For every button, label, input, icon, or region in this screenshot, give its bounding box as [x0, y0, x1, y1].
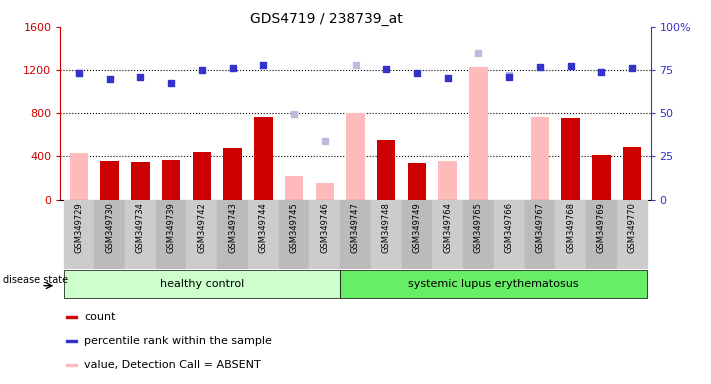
- Bar: [623, 147, 641, 200]
- Bar: [530, 116, 549, 200]
- Text: GSM349767: GSM349767: [535, 202, 545, 253]
- Bar: [66, 340, 77, 342]
- Text: GSM349749: GSM349749: [412, 202, 422, 253]
- Point: [473, 50, 484, 56]
- Point: [411, 70, 422, 76]
- Point: [289, 111, 300, 118]
- Point: [166, 79, 177, 86]
- Bar: [402, 200, 432, 269]
- Text: value, Detection Call = ABSENT: value, Detection Call = ABSENT: [84, 360, 261, 370]
- Point: [380, 66, 392, 72]
- Text: GSM349734: GSM349734: [136, 202, 145, 253]
- Point: [104, 76, 115, 82]
- Point: [503, 73, 515, 79]
- Text: percentile rank within the sample: percentile rank within the sample: [84, 336, 272, 346]
- Bar: [616, 200, 648, 269]
- Bar: [407, 163, 426, 200]
- Bar: [432, 200, 463, 269]
- Point: [350, 61, 361, 68]
- Point: [319, 138, 331, 144]
- Bar: [592, 156, 611, 200]
- Bar: [131, 162, 149, 200]
- Text: GSM349764: GSM349764: [443, 202, 452, 253]
- Bar: [125, 200, 156, 269]
- Text: GSM349744: GSM349744: [259, 202, 268, 253]
- Text: GSM349747: GSM349747: [351, 202, 360, 253]
- Text: GSM349768: GSM349768: [566, 202, 575, 253]
- Bar: [309, 200, 340, 269]
- Text: GSM349766: GSM349766: [505, 202, 513, 253]
- Bar: [223, 148, 242, 200]
- Bar: [63, 270, 340, 298]
- Point: [73, 70, 85, 76]
- Bar: [193, 152, 211, 200]
- Bar: [162, 160, 181, 200]
- Text: GSM349742: GSM349742: [198, 202, 206, 253]
- Point: [503, 73, 515, 79]
- Bar: [217, 200, 248, 269]
- Point: [227, 65, 238, 71]
- Point: [196, 67, 208, 73]
- Bar: [63, 200, 95, 269]
- Text: GSM349743: GSM349743: [228, 202, 237, 253]
- Bar: [586, 200, 616, 269]
- Bar: [254, 116, 272, 200]
- Text: count: count: [84, 312, 116, 322]
- Text: GSM349745: GSM349745: [289, 202, 299, 253]
- Bar: [316, 184, 334, 200]
- Bar: [285, 177, 304, 200]
- Bar: [66, 364, 77, 366]
- Text: GSM349730: GSM349730: [105, 202, 114, 253]
- Text: systemic lupus erythematosus: systemic lupus erythematosus: [409, 279, 579, 289]
- Bar: [279, 200, 309, 269]
- Text: GSM349748: GSM349748: [382, 202, 391, 253]
- Text: disease state: disease state: [3, 275, 68, 285]
- Point: [534, 64, 545, 70]
- Text: GSM349769: GSM349769: [597, 202, 606, 253]
- Bar: [439, 161, 457, 200]
- Point: [73, 70, 85, 76]
- Bar: [66, 316, 77, 318]
- Text: GSM349729: GSM349729: [75, 202, 83, 253]
- Text: healthy control: healthy control: [160, 279, 244, 289]
- Bar: [555, 200, 586, 269]
- Text: GSM349765: GSM349765: [474, 202, 483, 253]
- Text: GSM349746: GSM349746: [320, 202, 329, 253]
- Bar: [469, 67, 488, 200]
- Bar: [70, 153, 88, 200]
- Bar: [562, 118, 580, 200]
- Bar: [248, 200, 279, 269]
- Bar: [95, 200, 125, 269]
- Point: [442, 74, 454, 81]
- Bar: [377, 140, 395, 200]
- Bar: [186, 200, 217, 269]
- Text: GSM349770: GSM349770: [628, 202, 636, 253]
- Point: [626, 65, 638, 71]
- Bar: [371, 200, 402, 269]
- Bar: [156, 200, 186, 269]
- Bar: [525, 200, 555, 269]
- Bar: [340, 270, 648, 298]
- Point: [257, 61, 269, 68]
- Text: GSM349739: GSM349739: [166, 202, 176, 253]
- Bar: [494, 200, 525, 269]
- Point: [565, 63, 577, 69]
- Title: GDS4719 / 238739_at: GDS4719 / 238739_at: [250, 12, 402, 26]
- Bar: [340, 200, 371, 269]
- Bar: [100, 161, 119, 200]
- Point: [596, 69, 607, 75]
- Point: [134, 73, 146, 79]
- Bar: [346, 113, 365, 200]
- Bar: [463, 200, 494, 269]
